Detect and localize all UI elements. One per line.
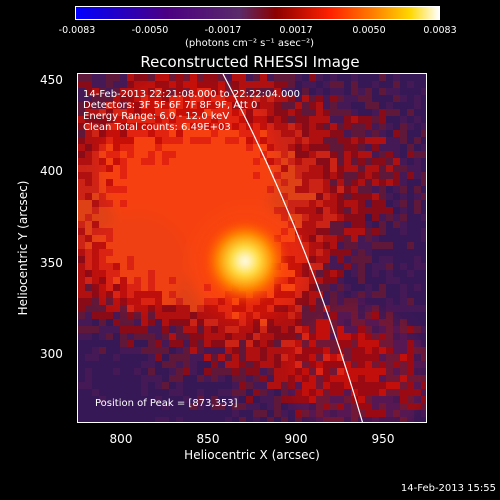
plot-title: Reconstructed RHESSI Image [140,53,360,71]
info-line-2: Detectors: 3F 5F 6F 7F 8F 9F, Att 0 [83,100,258,111]
x-tick-label: 800 [109,432,133,446]
info-line-4: Clean Total counts: 6.49E+03 [83,122,231,133]
colorbar-unit-label: (photons cm⁻² s⁻¹ asec⁻²) [185,38,315,49]
colorbar-tick: -0.0050 [131,25,169,36]
x-tick-label: 950 [371,432,395,446]
x-tick-label: 850 [196,432,220,446]
colorbar-tick: 0.0083 [423,25,457,36]
y-tick-label: 400 [40,164,63,178]
info-line-3: Energy Range: 6.0 - 12.0 keV [83,111,230,122]
colorbar-tick: -0.0017 [204,25,242,36]
timestamp: 14-Feb-2013 15:55 [400,483,496,494]
rhessi-heatmap [78,74,426,422]
y-tick-label: 450 [40,73,63,87]
solar-limb-line [222,74,364,422]
x-tick-label: 900 [284,432,308,446]
y-tick-label: 300 [40,347,63,361]
colorbar-tick: -0.0083 [58,25,96,36]
x-axis-label: Heliocentric X (arcsec) [184,448,320,462]
colorbar [75,6,440,20]
peak-position-label: Position of Peak = [873,353] [95,398,238,409]
colorbar-tick: 0.0017 [279,25,313,36]
info-line-1: 14-Feb-2013 22:21:08.000 to 22:22:04.000 [83,89,301,100]
y-axis-label: Heliocentric Y (arcsec) [16,180,30,316]
colorbar-tick: 0.0050 [352,25,386,36]
y-tick-label: 350 [40,256,63,270]
rhessi-image: 14-Feb-2013 22:21:08.000 to 22:22:04.000… [77,73,427,423]
